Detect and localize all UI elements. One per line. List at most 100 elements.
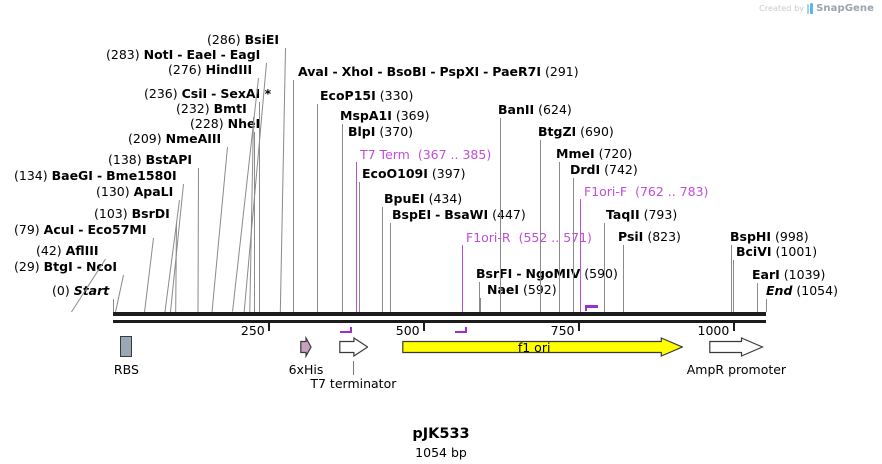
leader-line <box>478 282 480 312</box>
restriction-site-label-bcivi[interactable]: BciVI (1001) <box>736 244 818 259</box>
backbone-top-strand <box>113 312 766 316</box>
leader-line <box>622 245 624 312</box>
primer-leader-f1ori_r <box>462 245 464 312</box>
feature-ampr_promoter[interactable] <box>709 334 765 360</box>
restriction-site-label-blpi[interactable]: BlpI (370) <box>348 124 414 139</box>
leader-line <box>293 80 295 312</box>
restriction-site-label-ecop15i[interactable]: EcoP15I (330) <box>320 88 414 103</box>
ruler-tick-label: 1000 <box>697 323 730 338</box>
restriction-site-label-taqii[interactable]: TaqII (793) <box>606 207 678 222</box>
restriction-site-label-bpuei[interactable]: BpuEI (434) <box>384 191 463 206</box>
primer-mark-f1ori_f[interactable] <box>585 305 599 313</box>
restriction-site-label-nmeaiii[interactable]: (209) NmeAIII <box>128 131 222 146</box>
feature-shape-box <box>120 336 133 357</box>
restriction-site-label-bsiei[interactable]: (286) BsiEI <box>207 32 280 47</box>
restriction-site-label-banii[interactable]: BanII (624) <box>498 102 572 117</box>
leader-line <box>540 140 542 312</box>
feature-rbs[interactable] <box>120 334 133 360</box>
snapgene-watermark: Created by SnapGene <box>759 3 874 14</box>
primer-leader-t7term <box>356 162 358 312</box>
leader-line <box>559 162 561 312</box>
leader-line <box>389 223 391 312</box>
ruler-tick-label: 750 <box>550 323 575 338</box>
leader-line <box>115 274 124 313</box>
restriction-site-label-hindiii[interactable]: (276) HindIII <box>168 62 253 77</box>
primer-label-t7term[interactable]: T7 Term (367 .. 385) <box>360 147 492 162</box>
restriction-site-label-bspei[interactable]: BspEI - BsaWI (447) <box>392 207 526 222</box>
restriction-site-label-btgzi[interactable]: BtgZI (690) <box>538 124 614 139</box>
restriction-site-label-nhei[interactable]: (228) NheI <box>190 116 261 131</box>
feature-shape-arrow <box>709 337 765 357</box>
primer-mark-t7term[interactable] <box>340 325 352 333</box>
leader-line <box>766 299 767 312</box>
primer-mark-f1ori_r[interactable] <box>454 325 467 333</box>
leader-line <box>317 104 319 312</box>
restriction-site-label-baegi[interactable]: (134) BaeGI - Bme1580I <box>14 168 177 183</box>
restriction-site-label-apali[interactable]: (130) ApaLI <box>96 184 174 199</box>
restriction-site-label-avai[interactable]: AvaI - XhoI - BsoBI - PspXI - PaeR7I (29… <box>298 64 579 79</box>
ruler-tick-label: 500 <box>395 323 420 338</box>
leader-line <box>381 207 383 312</box>
restriction-site-label-bstapi[interactable]: (138) BstAPI <box>108 152 193 167</box>
feature-label-t7_terminator: T7 terminator <box>310 376 397 391</box>
feature-shape-arrow <box>338 336 369 358</box>
feature-shape-arrow <box>300 335 312 359</box>
feature-label-ampr_promoter: AmpR promoter <box>686 362 787 377</box>
leader-line <box>731 245 733 312</box>
restriction-site-label-end[interactable]: End (1054) <box>766 283 838 298</box>
restriction-site-label-noti[interactable]: (283) NotI - EaeI - EagI <box>106 47 261 62</box>
leader-line <box>279 47 286 313</box>
ruler-tick <box>732 322 735 331</box>
primer-label-f1ori_f[interactable]: F1ori-F (762 .. 783) <box>584 184 709 199</box>
restriction-site-label-start[interactable]: (0) Start <box>52 283 110 298</box>
leader-line <box>572 178 574 312</box>
restriction-site-label-bmti[interactable]: (232) BmtI <box>176 101 247 116</box>
ruler-tick <box>422 322 425 331</box>
restriction-site-label-bsphi[interactable]: BspHI (998) <box>730 229 809 244</box>
ruler-tick-label: 250 <box>240 323 265 338</box>
restriction-site-label-earl[interactable]: EarI (1039) <box>752 267 826 282</box>
feature-label-his6: 6xHis <box>288 362 324 377</box>
restriction-site-label-mmei[interactable]: MmeI (720) <box>556 146 633 161</box>
leader-line <box>175 221 177 313</box>
leader-line <box>733 260 735 312</box>
restriction-site-label-drdi[interactable]: DrdI (742) <box>570 162 638 177</box>
leader-line <box>604 223 606 312</box>
restriction-site-label-mspa1i[interactable]: MspA1I (369) <box>340 108 430 123</box>
plasmid-length: 1054 bp <box>415 445 467 460</box>
restriction-site-label-bsrdi[interactable]: (103) BsrDI <box>94 206 170 221</box>
restriction-site-label-psii[interactable]: PsiI (823) <box>618 229 681 244</box>
feature-f1_ori[interactable] <box>401 334 684 360</box>
restriction-site-label-ecoo109i[interactable]: EcoO109I (397) <box>362 166 466 181</box>
leader-line <box>342 140 344 312</box>
leader-line <box>499 118 501 312</box>
feature-his6[interactable] <box>300 334 312 360</box>
restriction-site-label-csii[interactable]: (236) CsiI - SexAI * <box>144 86 272 101</box>
leader-line <box>341 124 343 312</box>
snapgene-logo-icon <box>807 3 814 14</box>
primer-leader-f1ori_f <box>580 199 582 312</box>
ruler-tick <box>267 322 270 331</box>
feature-t7_terminator[interactable] <box>338 334 369 360</box>
restriction-site-label-afliii[interactable]: (42) AflIII <box>36 243 99 258</box>
leader-line <box>479 298 481 312</box>
leader-line <box>211 146 228 313</box>
feature-connector <box>353 361 355 375</box>
feature-shape-arrow <box>401 337 684 357</box>
page-title: pJK533 <box>412 426 470 442</box>
watermark-brand: SnapGene <box>816 3 874 14</box>
watermark-created-by: Created by <box>759 4 805 13</box>
leader-line <box>197 167 199 313</box>
leader-line <box>259 102 261 312</box>
backbone-bottom-strand <box>113 320 766 323</box>
feature-label-f1_ori: f1 ori <box>517 340 551 355</box>
restriction-site-label-btgi[interactable]: (29) BtgI - NcoI <box>14 259 118 274</box>
leader-line <box>254 132 256 312</box>
ruler-tick <box>577 322 580 331</box>
leader-line <box>113 299 114 312</box>
leader-line <box>144 237 154 313</box>
restriction-site-label-bsrfi[interactable]: BsrFI - NgoMIV (590) <box>476 266 618 281</box>
restriction-site-label-naei[interactable]: NaeI (592) <box>487 282 557 297</box>
restriction-site-label-acui[interactable]: (79) AcuI - Eco57MI <box>14 222 147 237</box>
